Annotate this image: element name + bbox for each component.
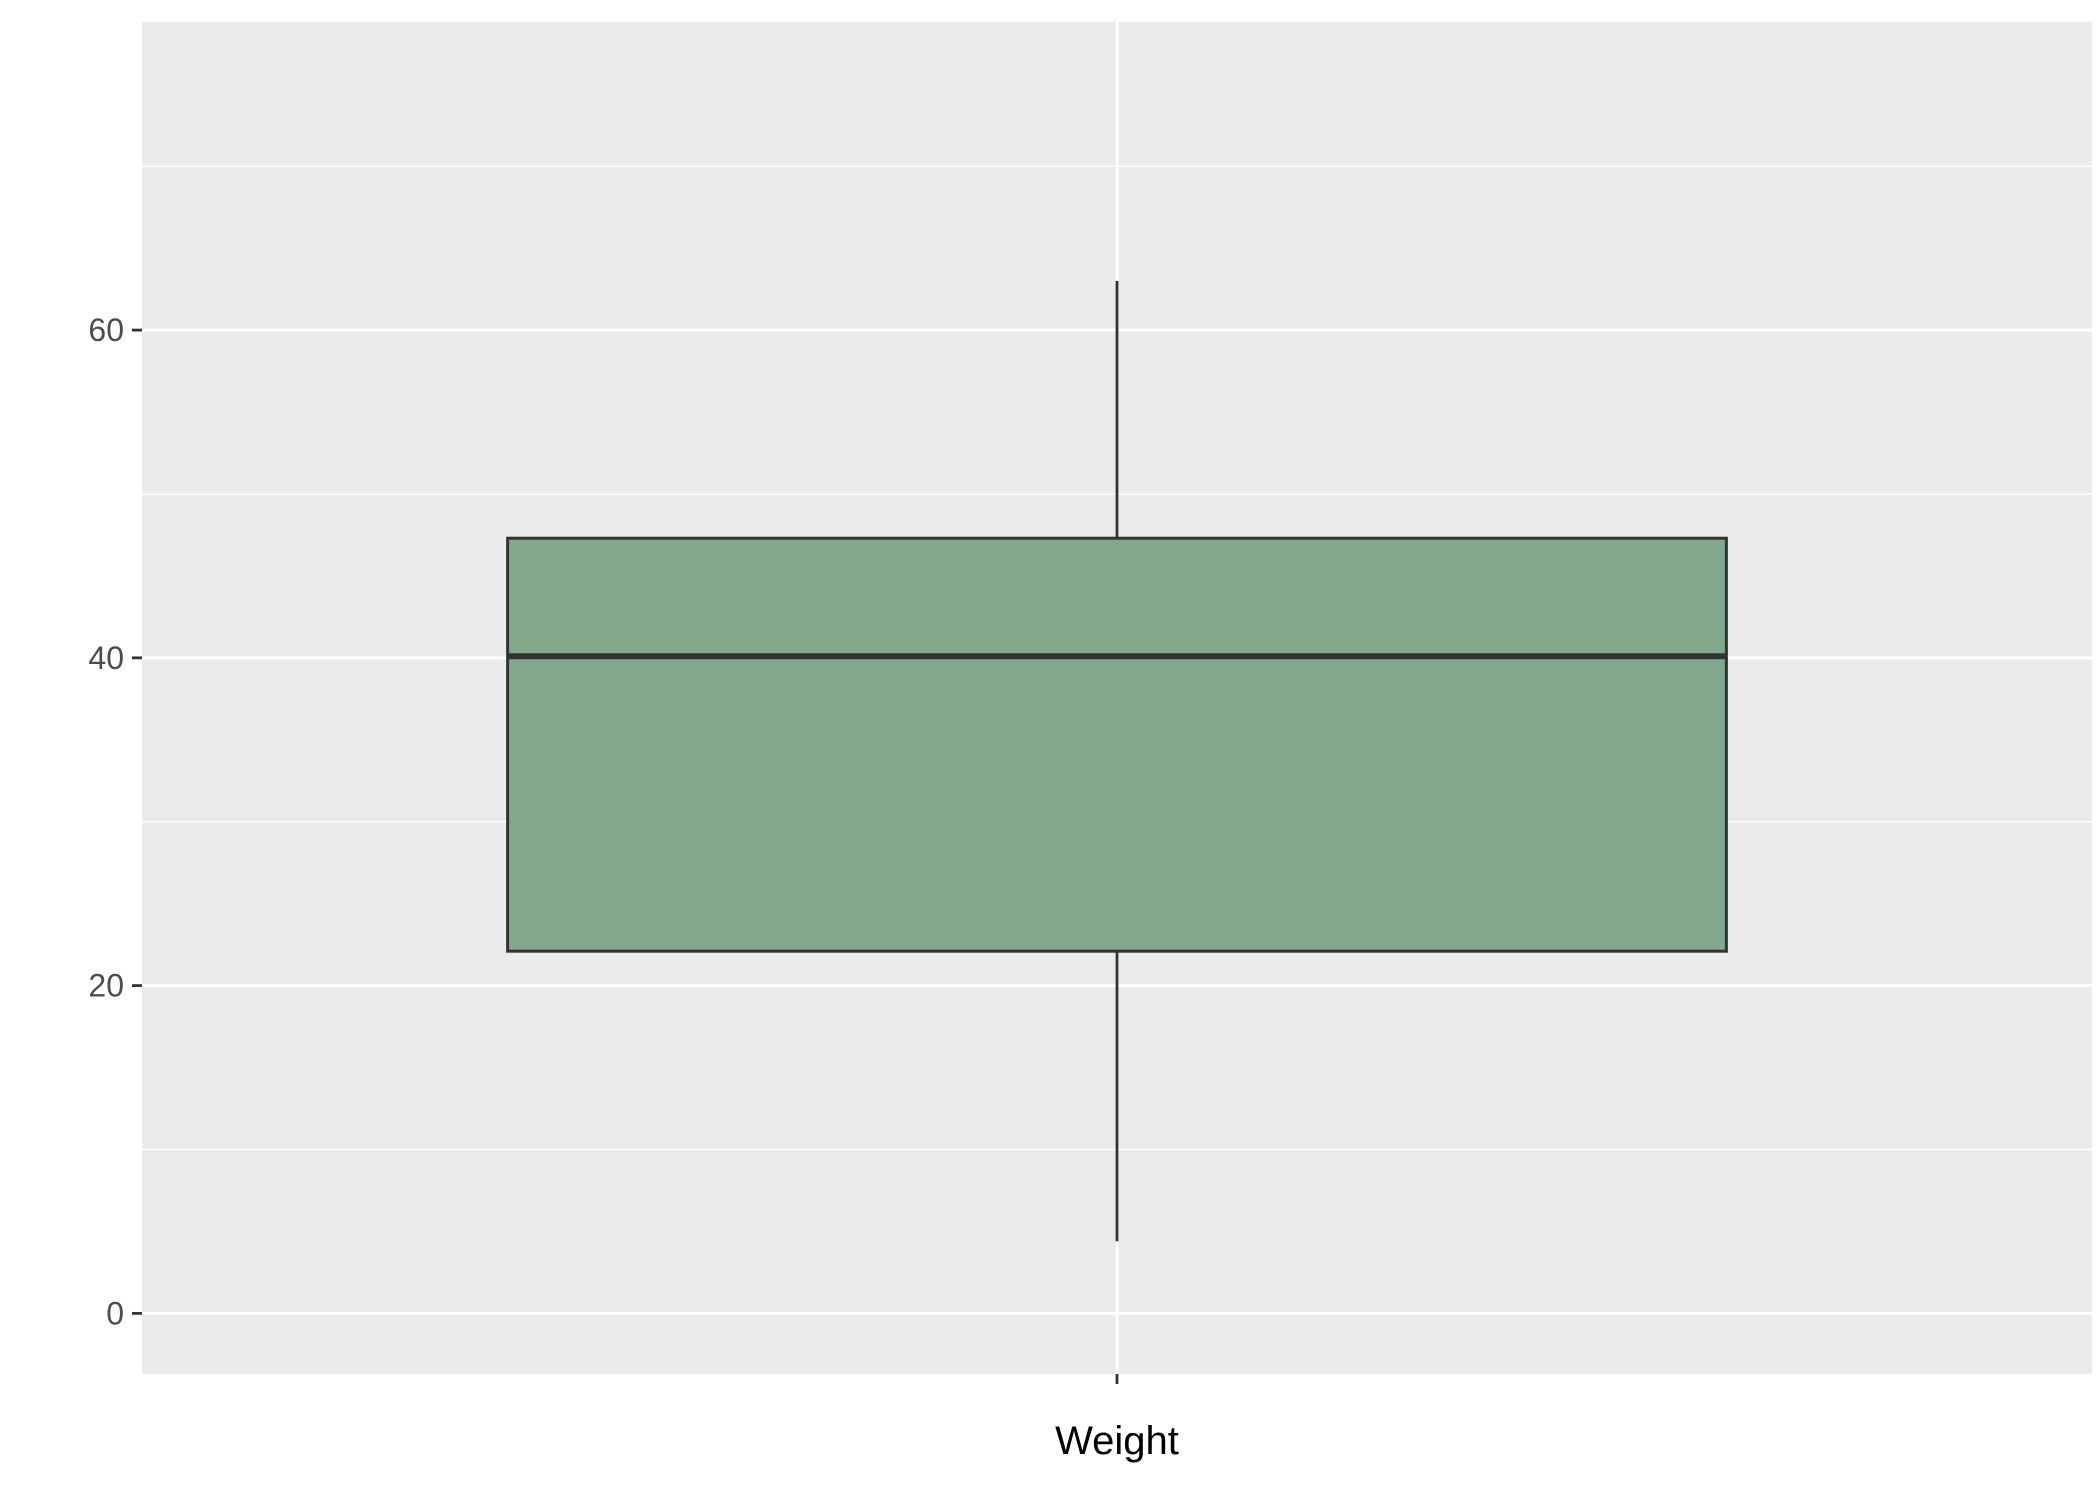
box-elements [506, 280, 1728, 1242]
x-category-label: Weight [1055, 1419, 1179, 1463]
y-tick-label: 0 [106, 1295, 124, 1331]
axis-ticks [132, 328, 1119, 1384]
y-tick-label: 60 [88, 312, 124, 348]
tick-labels: 0 20 40 60 Weight [88, 312, 1178, 1463]
y-tick-label: 20 [88, 968, 124, 1004]
box-iqr [506, 536, 1728, 953]
y-tick-label: 40 [88, 640, 124, 676]
